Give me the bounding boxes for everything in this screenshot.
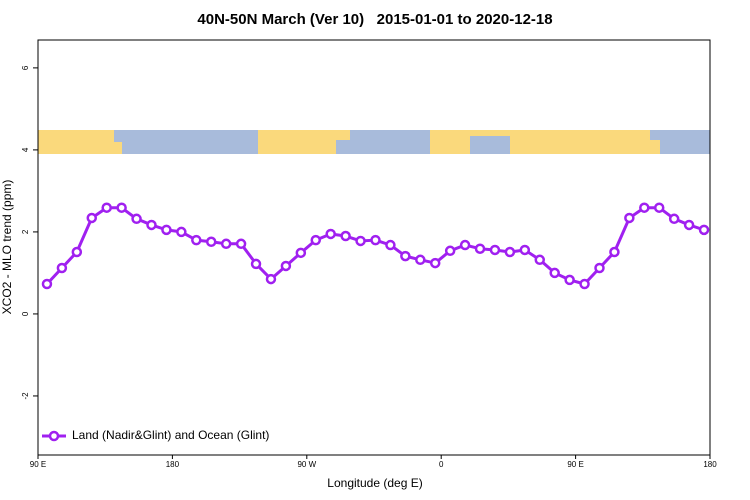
y-tick-label: 0 bbox=[21, 311, 30, 316]
y-tick-label: -2 bbox=[21, 392, 30, 400]
point bbox=[176, 226, 187, 238]
chart-title: 40N-50N March (Ver 10) 2015-01-01 to 202… bbox=[197, 11, 552, 28]
point bbox=[624, 212, 635, 224]
point bbox=[653, 202, 665, 213]
point bbox=[131, 213, 142, 225]
x-tick-label: 180 bbox=[166, 460, 180, 469]
point bbox=[310, 234, 322, 246]
point bbox=[519, 244, 531, 256]
series-line bbox=[45, 206, 705, 286]
point bbox=[295, 247, 307, 259]
point bbox=[400, 250, 411, 262]
point bbox=[579, 278, 590, 290]
point bbox=[56, 262, 68, 274]
x-axis-label: Longitude (deg E) bbox=[327, 476, 422, 490]
point bbox=[101, 202, 112, 213]
x-tick-label: 90 W bbox=[297, 460, 316, 469]
point bbox=[146, 219, 157, 231]
point bbox=[205, 236, 217, 248]
point bbox=[639, 202, 650, 213]
point bbox=[698, 224, 710, 236]
y-tick-label: 2 bbox=[21, 229, 30, 234]
point bbox=[474, 243, 486, 254]
point bbox=[340, 230, 351, 242]
point bbox=[429, 257, 441, 269]
x-tick-label: 180 bbox=[703, 460, 717, 469]
point bbox=[325, 228, 336, 240]
point bbox=[235, 238, 247, 250]
point bbox=[564, 274, 575, 286]
point bbox=[609, 246, 620, 258]
point bbox=[683, 219, 695, 231]
point bbox=[250, 258, 262, 270]
point bbox=[355, 235, 366, 247]
point bbox=[594, 262, 605, 274]
x-tick-label: 0 bbox=[439, 460, 444, 469]
point bbox=[534, 254, 546, 266]
point bbox=[385, 239, 396, 251]
legend-marker bbox=[48, 430, 60, 442]
point bbox=[415, 254, 426, 266]
point bbox=[220, 238, 232, 250]
y-tick-label: 4 bbox=[21, 147, 30, 152]
map-band bbox=[38, 130, 710, 154]
y-tick-label: 6 bbox=[21, 65, 30, 70]
point bbox=[41, 278, 53, 290]
y-axis-label: XCO2 - MLO trend (ppm) bbox=[0, 180, 14, 315]
point bbox=[280, 260, 292, 272]
point bbox=[549, 267, 560, 279]
point bbox=[86, 212, 98, 224]
point bbox=[489, 244, 501, 256]
point bbox=[504, 246, 516, 258]
plot-frame bbox=[37, 39, 711, 456]
x-tick-label: 90 E bbox=[30, 460, 46, 469]
point bbox=[370, 234, 381, 246]
point bbox=[191, 234, 202, 246]
point bbox=[265, 273, 277, 285]
point bbox=[161, 224, 172, 236]
legend-label: Land (Nadir&Glint) and Ocean (Glint) bbox=[72, 428, 269, 442]
point bbox=[459, 239, 471, 251]
point bbox=[668, 213, 680, 225]
point bbox=[116, 202, 127, 213]
point bbox=[71, 246, 83, 258]
point bbox=[444, 245, 456, 257]
x-tick-label: 90 E bbox=[567, 460, 583, 469]
